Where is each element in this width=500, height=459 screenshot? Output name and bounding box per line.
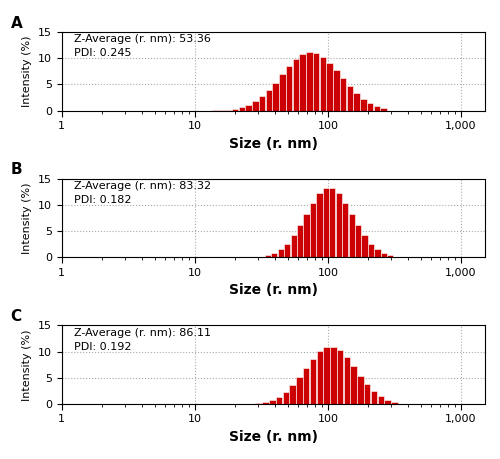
Bar	[262, 402, 269, 404]
X-axis label: Size (r. nm): Size (r. nm)	[229, 430, 318, 444]
Bar	[271, 253, 278, 257]
Bar	[348, 214, 355, 257]
Bar	[264, 255, 271, 257]
Bar	[380, 108, 387, 111]
Bar	[297, 225, 303, 257]
Bar	[252, 101, 258, 111]
Bar	[340, 78, 346, 111]
Bar	[313, 53, 320, 111]
Bar	[381, 253, 387, 257]
Bar	[344, 358, 350, 404]
Bar	[336, 193, 342, 257]
Bar	[362, 235, 368, 257]
Bar	[300, 55, 306, 111]
Bar	[292, 59, 299, 111]
X-axis label: Size (r. nm): Size (r. nm)	[229, 283, 318, 297]
Bar	[330, 347, 336, 404]
X-axis label: Size (r. nm): Size (r. nm)	[229, 137, 318, 151]
Bar	[279, 74, 285, 111]
Bar	[370, 391, 378, 404]
Bar	[218, 110, 225, 111]
Bar	[337, 351, 344, 404]
Y-axis label: Intensity (%): Intensity (%)	[22, 329, 32, 401]
Text: Z-Average (r. nm): 53.36
PDI: 0.245: Z-Average (r. nm): 53.36 PDI: 0.245	[74, 34, 211, 58]
Bar	[357, 375, 364, 404]
Bar	[350, 366, 357, 404]
Bar	[326, 62, 333, 111]
Bar	[342, 202, 348, 257]
Bar	[266, 90, 272, 111]
Bar	[374, 249, 380, 257]
Bar	[256, 403, 262, 404]
Bar	[364, 384, 370, 404]
Bar	[391, 402, 398, 404]
Bar	[269, 400, 276, 404]
Bar	[310, 202, 316, 257]
Bar	[232, 109, 238, 111]
Y-axis label: Intensity (%): Intensity (%)	[22, 182, 32, 254]
Bar	[384, 399, 391, 404]
Bar	[290, 235, 296, 257]
Text: Z-Average (r. nm): 83.32
PDI: 0.182: Z-Average (r. nm): 83.32 PDI: 0.182	[74, 181, 212, 205]
Bar	[388, 255, 394, 257]
Bar	[354, 93, 360, 111]
Text: Z-Average (r. nm): 86.11
PDI: 0.192: Z-Average (r. nm): 86.11 PDI: 0.192	[74, 328, 211, 352]
Bar	[246, 105, 252, 111]
Bar	[323, 188, 329, 257]
Bar	[296, 377, 302, 404]
Bar	[360, 99, 366, 111]
Bar	[324, 347, 330, 404]
Bar	[272, 83, 279, 111]
Text: A: A	[10, 16, 22, 30]
Bar	[320, 56, 326, 111]
Bar	[284, 244, 290, 257]
Bar	[310, 358, 316, 404]
Bar	[367, 103, 374, 111]
Bar	[282, 392, 289, 404]
Text: C: C	[10, 309, 22, 324]
Bar	[378, 396, 384, 404]
Text: B: B	[10, 162, 22, 177]
Bar	[355, 225, 361, 257]
Bar	[278, 249, 284, 257]
Bar	[346, 86, 353, 111]
Bar	[316, 193, 322, 257]
Bar	[374, 106, 380, 111]
Bar	[329, 188, 336, 257]
Bar	[259, 96, 266, 111]
Bar	[238, 107, 245, 111]
Bar	[276, 397, 282, 404]
Bar	[368, 244, 374, 257]
Bar	[304, 214, 310, 257]
Bar	[303, 368, 310, 404]
Bar	[290, 385, 296, 404]
Bar	[333, 70, 340, 111]
Bar	[248, 403, 255, 404]
Bar	[286, 67, 292, 111]
Bar	[316, 351, 323, 404]
Y-axis label: Intensity (%): Intensity (%)	[22, 36, 32, 107]
Bar	[306, 52, 312, 111]
Bar	[225, 110, 232, 111]
